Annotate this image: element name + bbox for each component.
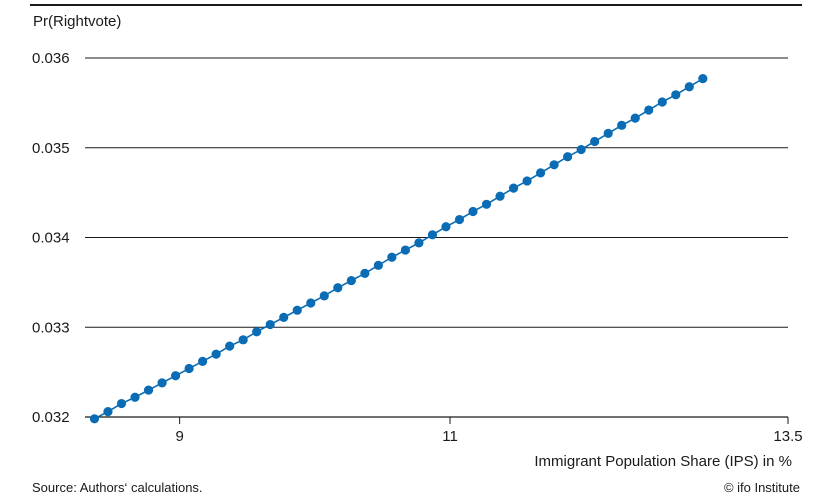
data-point — [576, 144, 586, 155]
data-point — [89, 414, 100, 424]
x-axis-title: Immigrant Population Share (IPS) in % — [534, 453, 792, 470]
data-points — [89, 74, 708, 424]
data-point — [549, 160, 559, 170]
data-point — [238, 335, 248, 345]
data-point — [130, 392, 140, 402]
data-point — [563, 152, 573, 162]
data-point — [495, 191, 505, 201]
data-point — [617, 120, 627, 130]
data-point — [400, 245, 411, 255]
data-point — [360, 268, 370, 278]
y-tick-label: 0.035 — [32, 140, 70, 157]
data-point — [157, 378, 167, 388]
data-point — [454, 214, 465, 225]
x-tick-label: 13.5 — [773, 428, 802, 445]
copyright-note: © ifo Institute — [723, 480, 800, 495]
data-point — [698, 74, 708, 84]
x-axis: 9 11 13.5 — [175, 417, 803, 445]
y-tick-label: 0.036 — [32, 50, 70, 67]
data-point — [644, 105, 654, 115]
x-tick-label: 11 — [442, 428, 458, 445]
data-point — [103, 407, 113, 417]
data-point — [225, 341, 235, 351]
y-tick-label: 0.032 — [32, 409, 70, 426]
y-tick-label: 0.034 — [32, 230, 70, 247]
data-point — [603, 128, 613, 138]
data-point — [198, 356, 208, 366]
data-point — [373, 260, 383, 270]
data-point — [170, 371, 181, 381]
top-rule — [30, 4, 802, 6]
data-point — [590, 136, 600, 147]
data-point — [346, 275, 356, 286]
series-line — [94, 77, 704, 420]
y-axis-title: Pr(Rightvote) — [33, 13, 122, 30]
data-point — [522, 176, 532, 186]
data-point — [387, 252, 397, 262]
data-point — [630, 113, 640, 123]
x-tick-label: 9 — [175, 428, 183, 445]
data-point — [657, 97, 667, 107]
source-note: Source: Authors‘ calculations. — [32, 480, 203, 495]
data-point — [306, 298, 316, 308]
data-point — [508, 183, 519, 193]
data-point — [414, 238, 424, 248]
y-tick-labels: 0.032 0.033 0.034 0.035 0.036 — [32, 50, 70, 426]
data-point — [319, 291, 329, 301]
data-point — [671, 90, 681, 100]
data-point — [468, 206, 478, 217]
series-line — [94, 77, 704, 420]
data-point — [441, 222, 451, 232]
data-point — [684, 82, 694, 92]
data-point — [265, 319, 275, 330]
data-point — [252, 327, 262, 337]
data-point — [143, 385, 154, 395]
data-point — [211, 349, 221, 359]
data-point — [116, 398, 127, 409]
grid-lines — [85, 57, 788, 418]
data-point — [184, 363, 194, 374]
data-point — [333, 283, 343, 293]
data-point — [535, 168, 546, 178]
data-point — [279, 312, 289, 322]
y-tick-label: 0.033 — [32, 319, 70, 336]
data-point — [292, 305, 302, 315]
data-point — [481, 199, 492, 209]
data-point — [427, 230, 438, 240]
